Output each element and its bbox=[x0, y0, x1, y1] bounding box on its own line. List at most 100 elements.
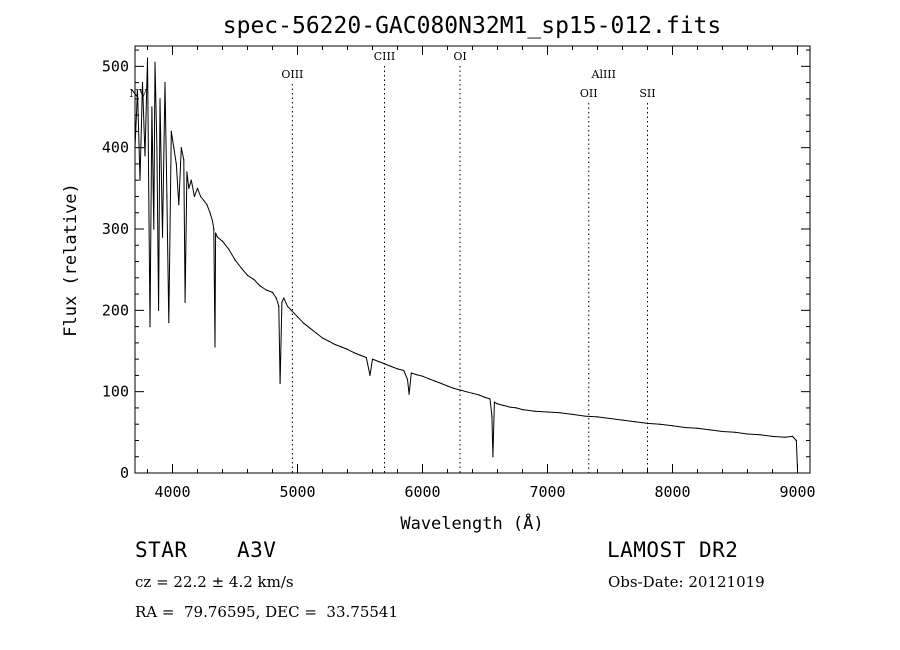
spectrum-data-point bbox=[795, 439, 797, 442]
spectrum-data-point bbox=[166, 195, 168, 198]
spectrum-data-point bbox=[209, 212, 211, 214]
spectrum-data-point bbox=[365, 356, 367, 359]
spectrum-data-point bbox=[646, 422, 649, 424]
x-tick-label: 6000 bbox=[404, 483, 440, 501]
spectrum-data-point bbox=[465, 391, 467, 393]
spectrum-data-point bbox=[234, 259, 236, 261]
spectrum-data-point bbox=[136, 90, 139, 92]
spectrum-data-point bbox=[215, 232, 217, 234]
spectrum-data-point bbox=[279, 382, 281, 385]
spectrum-series-line bbox=[134, 57, 798, 469]
spectrum-data-point bbox=[759, 434, 761, 436]
spectrum-data-point bbox=[621, 419, 624, 421]
spectrum-data-point bbox=[489, 398, 491, 400]
spectrum-data-point bbox=[446, 385, 449, 387]
spectrum-data-point bbox=[206, 204, 208, 206]
spectrum-data-point bbox=[559, 412, 561, 414]
spectrum-data-point bbox=[334, 343, 336, 346]
spectrum-data-point bbox=[321, 337, 324, 339]
spectrum-data-point bbox=[175, 163, 177, 165]
spectrum-data-point bbox=[428, 378, 430, 380]
spectrum-data-point bbox=[158, 309, 160, 311]
spectrum-data-point bbox=[173, 147, 175, 149]
sky-coordinates: RA = 79.76595, DEC = 33.75541 bbox=[135, 603, 399, 621]
spectrum-data-point bbox=[496, 403, 499, 405]
spectrum-data-point bbox=[384, 363, 386, 365]
spectrum-data-point bbox=[161, 236, 164, 238]
spectrum-data-point bbox=[406, 378, 409, 381]
spectrum-data-point bbox=[153, 228, 155, 230]
spectrum-data-point bbox=[193, 195, 195, 198]
spectrum-data-point bbox=[721, 430, 724, 433]
spectrum-data-point bbox=[534, 410, 536, 412]
observation-date: Obs-Date: 20121019 bbox=[608, 573, 765, 591]
spectrum-data-point bbox=[286, 305, 289, 307]
spectrum-data-point bbox=[671, 425, 674, 427]
spectrum-data-point bbox=[170, 130, 172, 132]
spectrum-data-point bbox=[211, 220, 214, 222]
spectrum-data-point bbox=[478, 394, 480, 396]
spectrum-data-point bbox=[271, 291, 274, 293]
spectrum-data-point bbox=[491, 415, 493, 417]
spectrum-data-point bbox=[396, 368, 399, 370]
spectrum-data-point bbox=[213, 228, 215, 230]
spectrum-data-point bbox=[493, 401, 495, 403]
y-tick-label: 100 bbox=[102, 383, 129, 401]
survey-name: LAMOST DR2 bbox=[607, 538, 739, 562]
spectrum-data-point bbox=[149, 326, 151, 328]
spectrum-data-point bbox=[214, 346, 216, 348]
spectral-line-label: SII bbox=[639, 87, 655, 100]
spectrum-data-point bbox=[634, 421, 636, 423]
spectrum-data-point bbox=[315, 332, 317, 334]
y-tick-label: 0 bbox=[120, 464, 129, 482]
y-tick-label: 300 bbox=[102, 220, 129, 238]
spectrum-data-point bbox=[390, 365, 392, 368]
spectrum-data-point bbox=[259, 285, 261, 287]
spectrum-data-point bbox=[196, 187, 199, 189]
spectrum-data-point bbox=[415, 374, 417, 376]
spectrum-data-point bbox=[659, 423, 661, 425]
spectrum-data-point bbox=[144, 155, 146, 157]
spectrum-data-point bbox=[471, 392, 474, 394]
spectrum-data-point bbox=[180, 147, 182, 149]
y-tick-label: 500 bbox=[102, 57, 129, 75]
spectrum-data-point bbox=[369, 374, 371, 376]
chart-title: spec-56220-GAC080N32M1_sp15-012.fits bbox=[223, 13, 722, 39]
object-class: STAR bbox=[135, 538, 188, 562]
spectrum-data-point bbox=[509, 406, 511, 408]
spectrum-data-point bbox=[453, 387, 455, 389]
spectrum-data-point bbox=[596, 416, 599, 418]
spectrum-data-point bbox=[421, 375, 424, 377]
spectrum-data-point bbox=[164, 82, 166, 84]
spectrum-data-point bbox=[146, 57, 149, 59]
spectrum-data-point bbox=[151, 106, 153, 108]
spectral-line-label: AlIII bbox=[591, 68, 617, 81]
spectrum-data-point bbox=[440, 382, 442, 385]
spectrum-data-point bbox=[303, 322, 305, 324]
spectrum-data-point bbox=[246, 274, 249, 276]
spectrum-data-point bbox=[296, 316, 299, 318]
x-tick-label: 4000 bbox=[154, 483, 190, 501]
spectrum-data-point bbox=[203, 199, 205, 202]
x-tick-label: 7000 bbox=[529, 483, 565, 501]
x-tick-label: 5000 bbox=[279, 483, 315, 501]
spectrum-data-point bbox=[190, 179, 192, 181]
spectrum-data-point bbox=[178, 204, 180, 206]
spectrum-data-point bbox=[353, 352, 355, 354]
spectrum-data-point bbox=[403, 369, 405, 372]
spectrum-data-point bbox=[278, 305, 280, 307]
spectrum-data-point bbox=[410, 372, 412, 374]
spectrum-data-point bbox=[696, 427, 699, 429]
spectrum-data-point bbox=[434, 380, 436, 382]
spectrum-data-point bbox=[253, 278, 255, 280]
x-tick-label: 8000 bbox=[654, 483, 690, 501]
spectral-line-label: OIII bbox=[281, 68, 303, 81]
spectrum-data-point bbox=[684, 426, 686, 429]
spectrum-data-point bbox=[371, 358, 374, 360]
spectrum-data-point bbox=[492, 456, 494, 458]
plot-frame bbox=[134, 45, 811, 474]
spectral-line-label: NV bbox=[129, 87, 148, 100]
spectrum-data-point bbox=[484, 396, 486, 398]
y-tick-label: 200 bbox=[102, 301, 129, 319]
